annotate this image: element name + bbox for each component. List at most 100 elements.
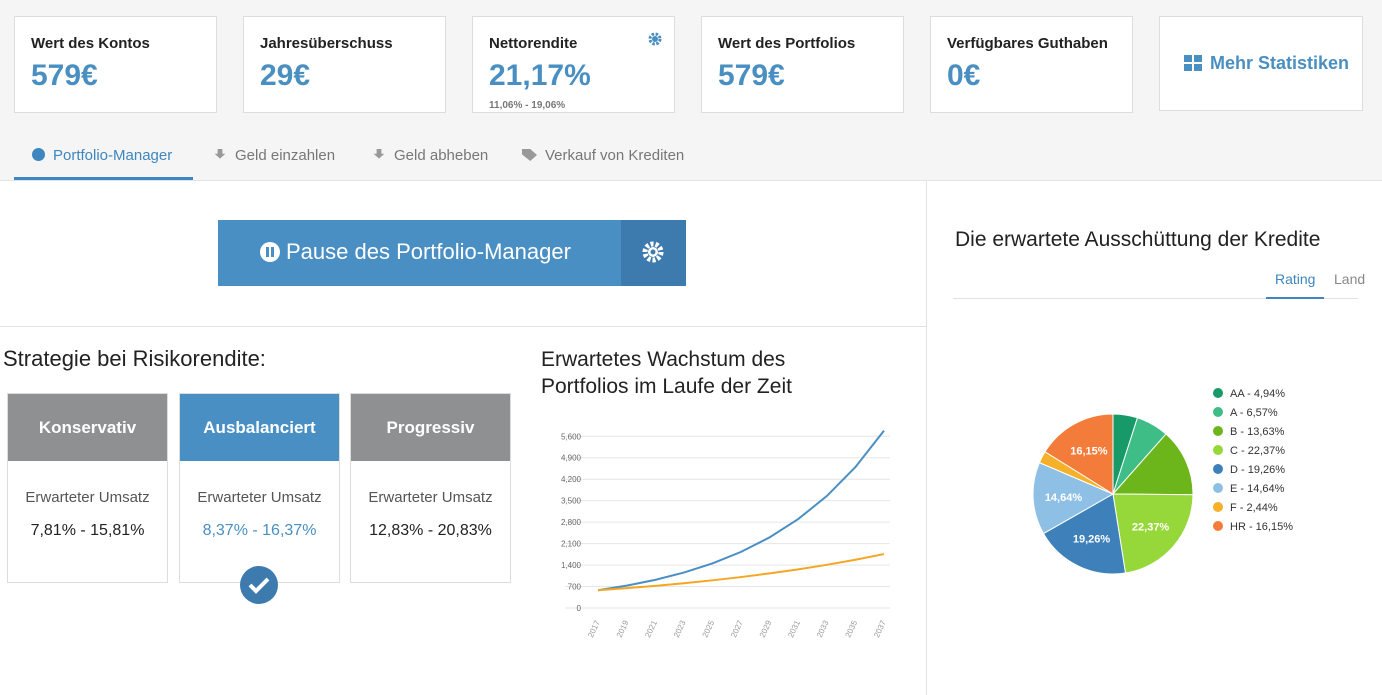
slice-label: 14,64% xyxy=(1045,492,1083,504)
pie-slice xyxy=(1032,461,1115,535)
strategy-title: Strategie bei Risikorendite: xyxy=(3,346,266,371)
settings-icon[interactable] xyxy=(648,32,662,46)
settings-button[interactable] xyxy=(621,220,686,286)
tab-label: Verkauf von Krediten xyxy=(545,147,685,164)
x-tick-label: 2027 xyxy=(729,619,745,639)
stat-label: Nettorendite xyxy=(489,35,578,52)
stat-card: Nettorendite 21,17% 11,06% - 19,06% xyxy=(472,16,675,113)
legend-label: F - 2,44% xyxy=(1230,502,1278,514)
y-tick-label: 5,600 xyxy=(561,432,582,441)
strategy-range: 7,81% - 15,81% xyxy=(30,522,145,539)
x-tick-label: 2025 xyxy=(701,619,717,639)
pause-icon xyxy=(260,242,280,262)
pie-tab-underline xyxy=(1266,297,1324,299)
x-tick-label: 2037 xyxy=(872,619,888,639)
grid-icon xyxy=(1184,55,1202,71)
stat-card: Wert des Portfolios 579€ xyxy=(701,16,904,113)
stat-label: Wert des Portfolios xyxy=(718,35,856,52)
stat-value: 21,17% xyxy=(489,59,591,92)
strategy-label: Erwarteter Umsatz xyxy=(25,489,150,506)
y-tick-label: 3,500 xyxy=(561,497,582,506)
stat-value: 0€ xyxy=(947,59,981,92)
tab-label: Geld abheben xyxy=(394,147,489,164)
stat-range: 11,06% - 19,06% xyxy=(489,100,566,111)
y-tick-label: 4,900 xyxy=(561,454,582,463)
pause-button[interactable]: Pause des Portfolio-Manager xyxy=(218,220,686,286)
strategy-name: Ausbalanciert xyxy=(180,394,339,461)
legend-label: B - 13,63% xyxy=(1230,426,1285,438)
divider xyxy=(0,326,926,327)
strategy-name: Konservativ xyxy=(8,394,167,461)
divider xyxy=(926,180,927,695)
tab-underline xyxy=(14,177,193,180)
x-tick-label: 2031 xyxy=(786,619,802,639)
legend-label: A - 6,57% xyxy=(1230,407,1278,419)
tab[interactable]: Geld einzahlen xyxy=(214,147,335,164)
stat-card: Verfügbares Guthaben 0€ xyxy=(930,16,1133,113)
y-tick-label: 2,100 xyxy=(561,540,582,549)
y-tick-label: 1,400 xyxy=(561,561,582,570)
legend-label: D - 19,26% xyxy=(1230,464,1285,476)
legend-label: E - 14,64% xyxy=(1230,483,1285,495)
legend-swatch xyxy=(1213,464,1223,474)
x-tick-label: 2019 xyxy=(615,619,631,639)
header-area xyxy=(0,0,1382,181)
slice-label: 16,15% xyxy=(1070,446,1108,458)
strategy-name: Progressiv xyxy=(351,394,510,461)
tab-label: Geld einzahlen xyxy=(235,147,336,164)
strategy-label: Erwarteter Umsatz xyxy=(197,489,322,506)
tab[interactable]: Verkauf von Krediten xyxy=(522,147,684,164)
x-tick-label: 2035 xyxy=(844,619,860,639)
pie-tab-line xyxy=(953,298,1358,299)
stat-label: Jahresüberschuss xyxy=(260,35,393,52)
stat-value: 579€ xyxy=(31,59,98,92)
tab-active[interactable]: Portfolio-Manager xyxy=(32,147,172,164)
pie-slice xyxy=(1112,493,1194,574)
strategy-card-selected[interactable]: Ausbalanciert Erwarteter Umsatz 8,37% - 16… xyxy=(179,393,340,583)
stat-value: 29€ xyxy=(260,59,311,92)
legend-swatch xyxy=(1213,502,1223,512)
legend-swatch xyxy=(1213,388,1223,398)
x-tick-label: 2033 xyxy=(815,619,831,639)
stat-value: 579€ xyxy=(718,59,785,92)
pie-tab-active[interactable]: Rating xyxy=(1275,271,1316,287)
stat-card: Jahresüberschuss 29€ xyxy=(243,16,446,113)
legend-label: AA - 4,94% xyxy=(1230,388,1285,400)
more-stats-label: Mehr Statistiken xyxy=(1210,53,1350,73)
pie-slice xyxy=(1111,433,1194,496)
pie-tab[interactable]: Land xyxy=(1334,271,1366,287)
line-series xyxy=(597,553,885,592)
strategy-range: 8,37% - 16,37% xyxy=(202,522,317,539)
strategy-range: 12,83% - 20,83% xyxy=(369,522,492,539)
stat-card: Wert des Kontos 579€ xyxy=(14,16,217,113)
pause-label: Pause des Portfolio-Manager xyxy=(286,239,571,264)
y-tick-label: 0 xyxy=(577,604,582,613)
slice-label: 22,37% xyxy=(1132,521,1170,533)
stat-label: Wert des Kontos xyxy=(31,35,150,52)
pie-slice xyxy=(1042,493,1127,575)
legend-swatch xyxy=(1213,426,1223,436)
strategy-card[interactable]: Konservativ Erwarteter Umsatz 7,81% - 15,8… xyxy=(7,393,168,583)
legend-swatch xyxy=(1213,445,1223,455)
x-tick-label: 2017 xyxy=(586,619,602,639)
legend-swatch xyxy=(1213,521,1223,531)
line-series xyxy=(597,429,885,592)
strategy-card[interactable]: Progressiv Erwarteter Umsatz 12,83% - 20,8… xyxy=(350,393,511,583)
y-tick-label: 700 xyxy=(568,583,582,592)
more-stats-button[interactable]: Mehr Statistiken xyxy=(1159,16,1363,111)
x-tick-label: 2029 xyxy=(758,619,774,639)
strategy-label: Erwarteter Umsatz xyxy=(368,489,493,506)
chart-title: Die erwartete Ausschüttung der Kredite xyxy=(955,228,1320,251)
legend-swatch xyxy=(1213,483,1223,493)
stat-label: Verfügbares Guthaben xyxy=(947,35,1108,52)
pie-slice xyxy=(1044,413,1114,495)
x-tick-label: 2023 xyxy=(672,619,688,639)
tab[interactable]: Geld abheben xyxy=(373,147,488,164)
y-tick-label: 2,800 xyxy=(561,518,582,527)
check-icon xyxy=(240,566,278,604)
chart-title: Erwartetes Wachstum des Portfolios im Lau… xyxy=(541,348,792,398)
legend-swatch xyxy=(1213,407,1223,417)
slice-label: 19,26% xyxy=(1073,534,1111,546)
